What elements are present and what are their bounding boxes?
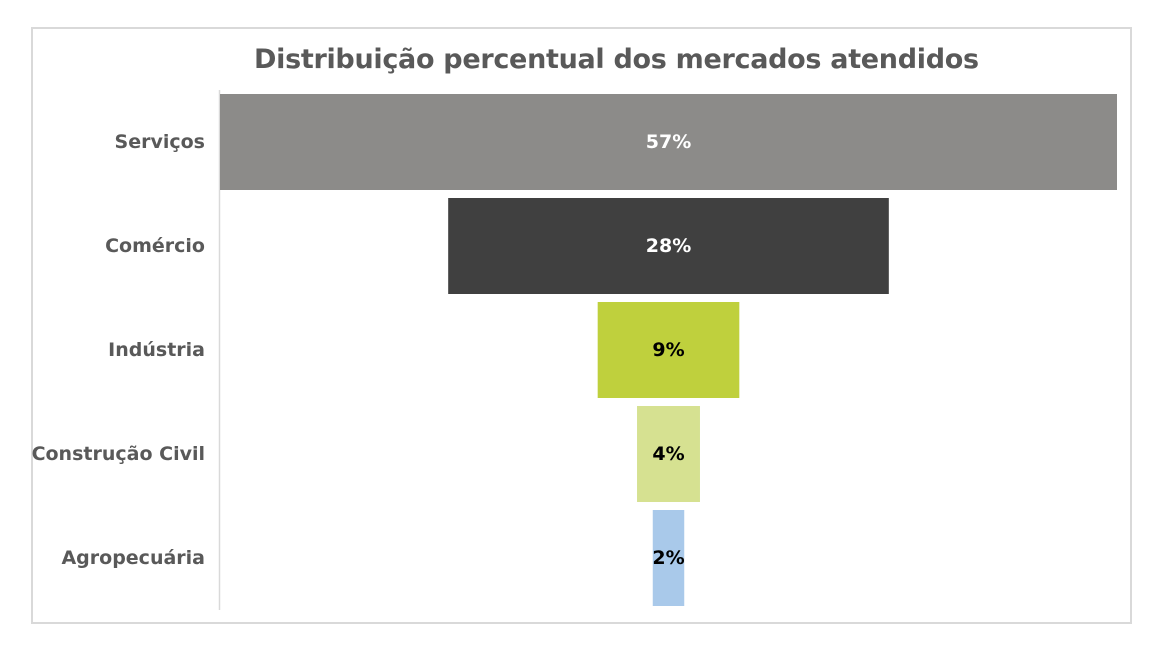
value-label: 9% — [652, 339, 684, 361]
funnel-bar — [220, 94, 1117, 190]
value-label: 2% — [652, 547, 684, 569]
chart-title: Distribuição percentual dos mercados ate… — [254, 44, 979, 75]
value-label: 4% — [652, 443, 684, 465]
funnel-bar — [597, 302, 740, 398]
funnel-bar — [448, 198, 889, 294]
funnel-bar — [637, 406, 700, 502]
value-label: 57% — [646, 131, 691, 153]
category-label: Serviços — [115, 131, 205, 153]
funnel-bar — [652, 510, 685, 606]
category-label: Comércio — [105, 235, 205, 257]
category-label: Agropecuária — [61, 547, 205, 569]
value-label: 28% — [646, 235, 691, 257]
category-label: Indústria — [108, 339, 205, 361]
category-label: Construção Civil — [32, 443, 205, 465]
